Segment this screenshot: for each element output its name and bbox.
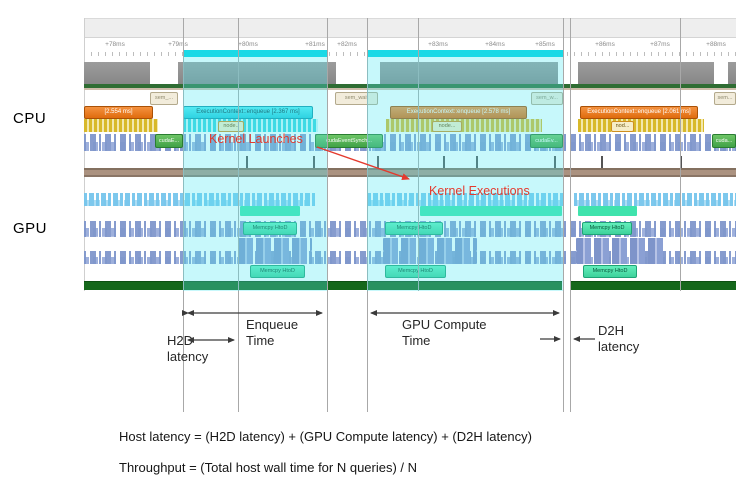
memcpy-htod-event[interactable]: Memcpy HtoD — [243, 222, 297, 235]
ruler-tick: +84ms — [485, 41, 505, 48]
memcpy-htod-event[interactable]: Memcpy HtoD — [582, 222, 632, 235]
ruler-tick: +82ms — [337, 41, 357, 48]
sem-wait-event[interactable]: sem_w... — [531, 92, 563, 105]
kernel-execution-segment — [368, 193, 563, 206]
memcpy-htod-event[interactable]: Memcpy HtoD — [583, 265, 637, 278]
os-marker-tick — [443, 156, 445, 168]
stream-event-bar[interactable] — [578, 206, 637, 216]
cpu-section-label: CPU — [13, 110, 47, 127]
ruler-tick: +85ms — [535, 41, 555, 48]
ruler-selection-strip[interactable] — [367, 50, 563, 57]
memcpy-chunk-cluster — [383, 238, 477, 251]
collapsed-track-band — [84, 18, 736, 38]
os-marker-tick — [680, 156, 682, 168]
cuda-api-event[interactable]: cudaEv... — [530, 134, 563, 148]
memcpy-chunk-cluster — [238, 238, 312, 251]
os-marker-tick — [554, 156, 556, 168]
os-marker-tick — [601, 156, 603, 168]
guide-line — [183, 18, 184, 412]
kernel-executions-callout: Kernel Executions — [429, 184, 530, 198]
thread-running-block[interactable] — [728, 62, 736, 84]
guide-line — [570, 18, 571, 412]
os-runtime-row — [84, 168, 736, 177]
ruler-tick: +79ms — [168, 41, 188, 48]
thread-state-green-line — [84, 84, 736, 88]
enqueue-event-bar[interactable]: [2.554 ms] — [84, 106, 153, 119]
stream-event-bar[interactable] — [420, 206, 562, 216]
enqueue-event-bar[interactable]: ExecutionContext::enqueue [2.578 ms] — [390, 106, 527, 119]
kernel-launches-callout: Kernel Launches — [209, 132, 303, 146]
ruler-tick: +83ms — [428, 41, 448, 48]
d2h-latency-label: D2H latency — [598, 323, 640, 354]
os-marker-tick — [246, 156, 248, 168]
enqueue-time-label: Enqueue Time — [246, 317, 299, 348]
host-latency-formula: Host latency = (H2D latency) + (GPU Comp… — [119, 429, 532, 444]
node-event[interactable]: nod... — [611, 121, 634, 132]
track-panel-edge — [84, 18, 85, 291]
memcpy-chunk-cluster — [383, 251, 477, 264]
node-event[interactable]: node... — [432, 121, 462, 132]
guide-line — [327, 18, 328, 412]
cuda-api-activity-row — [84, 134, 736, 151]
launch-tick-band — [386, 119, 542, 132]
thread-running-block[interactable] — [84, 62, 150, 84]
cuda-api-event[interactable]: cudaE... — [155, 134, 183, 148]
ruler-tick: +80ms — [238, 41, 258, 48]
launch-tick-band — [578, 119, 704, 132]
guide-line — [563, 18, 564, 412]
enqueue-event-bar[interactable]: ExecutionContext::enqueue [2.061 ms] — [580, 106, 698, 119]
enqueue-event-bar-selected[interactable]: ExecutionContext::enqueue [2.367 ms] — [183, 106, 313, 119]
guide-line — [238, 18, 239, 412]
guide-line — [418, 18, 419, 291]
sem-wait-event[interactable]: sem_wait — [335, 92, 378, 105]
ruler-tick: +81ms — [305, 41, 325, 48]
thread-running-block[interactable] — [578, 62, 714, 84]
ruler-selection-strip[interactable] — [183, 50, 327, 57]
memcpy-htod-event[interactable]: Memcpy HtoD — [385, 265, 446, 278]
ruler-tick: +78ms — [105, 41, 125, 48]
kernel-execution-segment — [84, 193, 315, 206]
os-marker-tick — [476, 156, 478, 168]
h2d-latency-label: H2D latency — [167, 333, 209, 364]
thread-running-block[interactable] — [178, 62, 336, 84]
thread-running-block[interactable] — [380, 62, 558, 84]
guide-line — [367, 18, 368, 412]
memcpy-chunk-cluster — [238, 251, 312, 264]
gpu-utilization-bar — [84, 281, 562, 290]
memcpy-htod-event[interactable]: Memcpy HtoD — [385, 222, 443, 235]
stream-event-bar[interactable] — [240, 206, 300, 216]
sem-wait-event[interactable]: sem... — [714, 92, 736, 105]
sem-wait-event[interactable]: sem_... — [150, 92, 178, 105]
cuda-api-event[interactable]: cudaEventSynch... — [315, 134, 383, 148]
ruler-tick: +87ms — [650, 41, 670, 48]
kernel-execution-segment — [574, 193, 736, 206]
os-marker-tick — [377, 156, 379, 168]
thread-state-tan-line — [84, 88, 736, 90]
launch-tick-band-highlighted — [183, 119, 318, 132]
os-marker-tick — [313, 156, 315, 168]
gpu-section-label: GPU — [13, 220, 48, 237]
memcpy-chunk-cluster — [576, 238, 664, 251]
guide-line — [680, 18, 681, 291]
memcpy-htod-event[interactable]: Memcpy HtoD — [250, 265, 305, 278]
ruler-tick: +86ms — [595, 41, 615, 48]
launch-tick-band — [84, 119, 158, 132]
memcpy-chunk-cluster — [576, 251, 664, 264]
cuda-api-event[interactable]: cuda... — [712, 134, 736, 148]
throughput-formula: Throughput = (Total host wall time for N… — [119, 460, 418, 475]
gpu-utilization-bar — [571, 281, 736, 290]
ruler-tick: +88ms — [706, 41, 726, 48]
node-event[interactable]: node.. — [218, 121, 244, 132]
gpu-compute-time-label: GPU Compute Time — [402, 317, 487, 348]
